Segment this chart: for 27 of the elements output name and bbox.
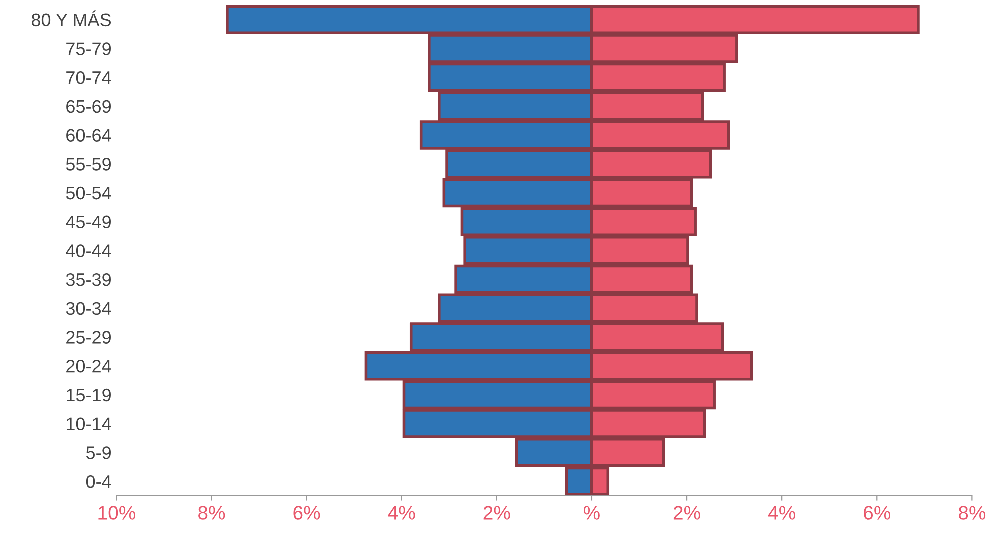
y-tick-label: 25-29 bbox=[66, 331, 111, 344]
y-tick-label: 45-49 bbox=[66, 216, 111, 229]
y-tick-label: 40-44 bbox=[66, 244, 112, 258]
y-tick-label: 50-54 bbox=[66, 186, 112, 200]
y-tick-label: 5-9 bbox=[86, 446, 111, 460]
x-tick-label: 2% bbox=[484, 506, 510, 520]
y-tick-label: 60-64 bbox=[66, 129, 112, 142]
x-tick-label: 6% bbox=[294, 506, 320, 520]
x-tick-label: 10% bbox=[98, 506, 136, 520]
y-tick-label: 65-69 bbox=[66, 100, 111, 114]
x-tick-label: 4% bbox=[768, 506, 796, 520]
x-tick-label: % bbox=[584, 506, 600, 520]
y-tick-label: 55-59 bbox=[66, 158, 111, 171]
x-tick-label: 2% bbox=[674, 506, 700, 520]
y-tick-label: 35-39 bbox=[66, 273, 111, 286]
y-tick-label: 70-74 bbox=[66, 71, 112, 84]
x-tick-label: 6% bbox=[864, 506, 890, 520]
y-tick-label: 10-14 bbox=[67, 418, 112, 431]
y-tick-label: 80 Y MÁS bbox=[32, 10, 112, 27]
y-tick-label: 0-4 bbox=[86, 475, 112, 488]
x-tick-label: 8% bbox=[198, 506, 226, 520]
x-tick-label: 4% bbox=[388, 506, 416, 520]
y-tick-label: 15-19 bbox=[67, 388, 111, 402]
x-tick-label: 8% bbox=[958, 506, 986, 520]
y-tick-label: 75-79 bbox=[66, 42, 111, 56]
y-tick-label: 30-34 bbox=[66, 302, 112, 316]
y-tick-label: 20-24 bbox=[66, 360, 112, 373]
